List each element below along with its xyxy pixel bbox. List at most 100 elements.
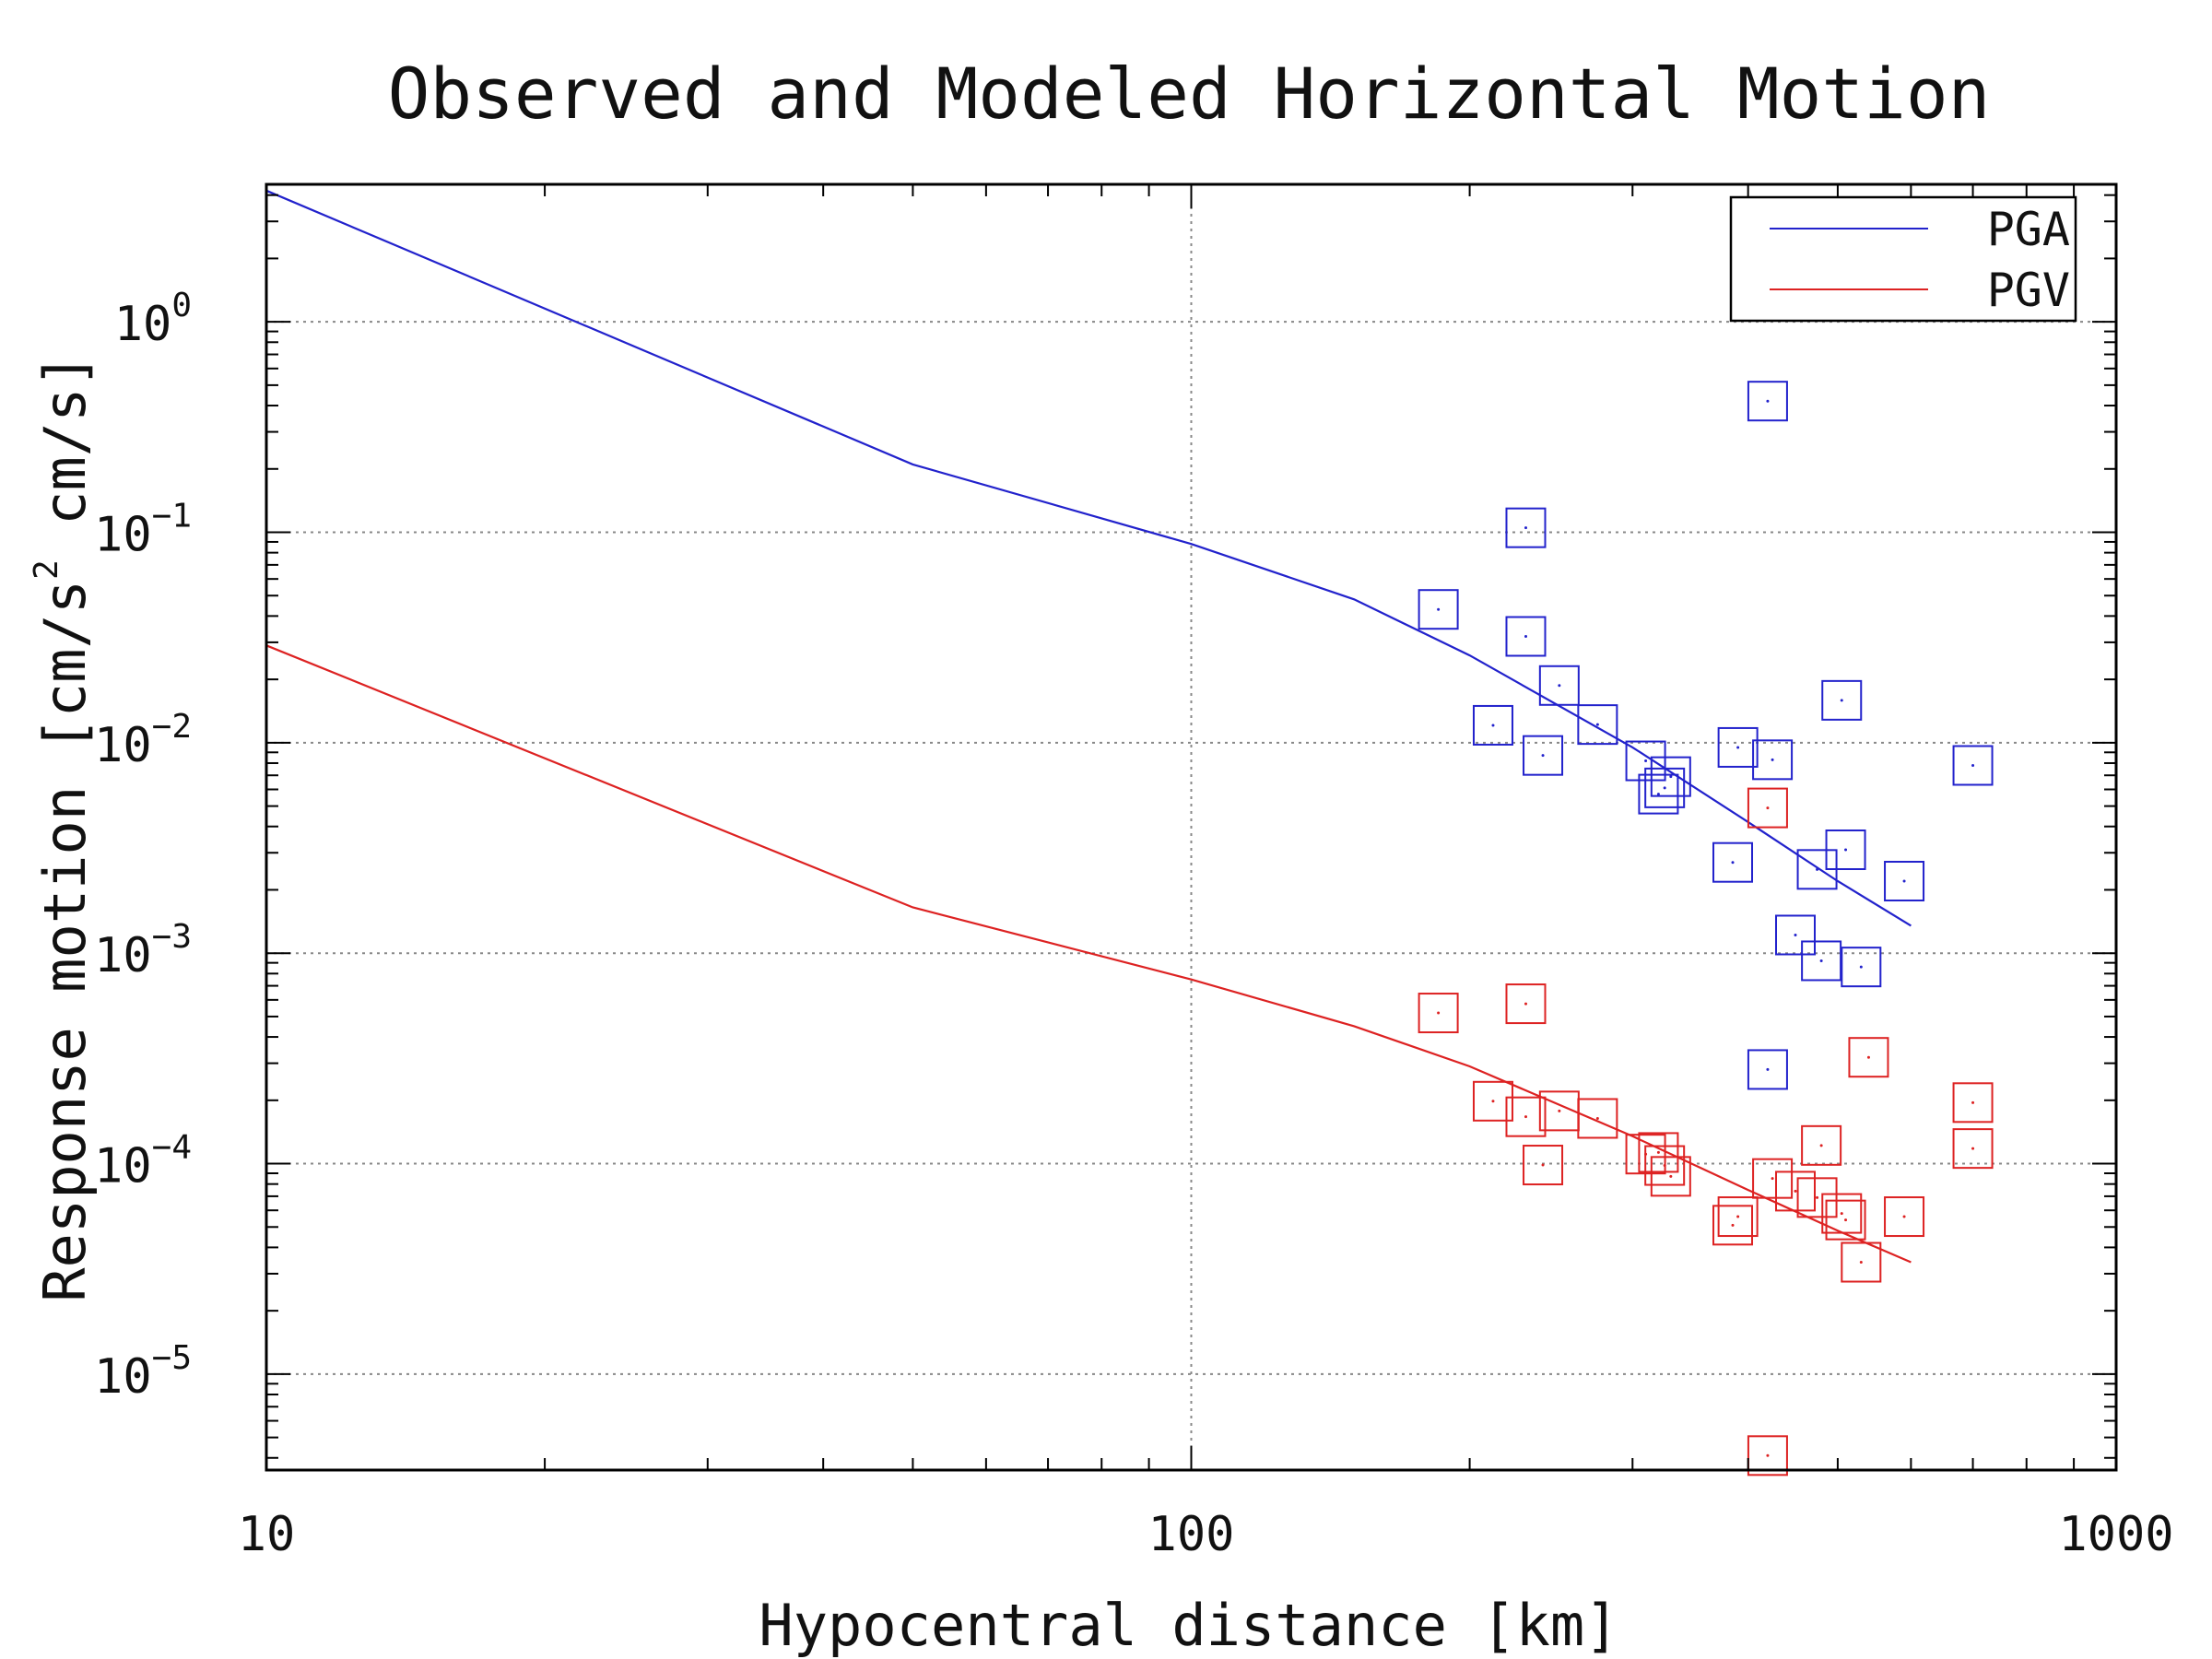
y-tick-base: 10 — [94, 928, 152, 983]
marker-square — [1538, 665, 1580, 706]
y-tick-label: 10−5 — [94, 1339, 192, 1405]
marker-square — [1747, 787, 1788, 829]
marker-pgv — [1747, 787, 1788, 829]
marker-pga — [1821, 679, 1863, 721]
marker-square — [1577, 1098, 1618, 1139]
marker-dot — [1595, 723, 1599, 726]
marker-square — [1747, 1049, 1788, 1090]
marker-dot — [1524, 526, 1527, 530]
marker-dot — [1669, 1174, 1673, 1178]
marker-square — [1505, 616, 1547, 657]
marker-square — [1841, 1241, 1882, 1283]
marker-pgv — [1472, 1080, 1513, 1122]
marker-dot — [1656, 793, 1660, 796]
marker-dot — [1971, 763, 1975, 767]
y-tick-exponent: −5 — [152, 1339, 192, 1377]
marker-pgv — [1884, 1196, 1925, 1238]
marker-pgv — [1825, 1199, 1866, 1241]
marker-dot — [1731, 1223, 1735, 1227]
marker-square — [1952, 1128, 1994, 1170]
x-tick-label: 100 — [1148, 1507, 1235, 1562]
marker-dot — [1595, 1116, 1599, 1120]
y-axis-label-main: Response motion [cm/s — [31, 580, 99, 1302]
marker-dot — [1736, 746, 1740, 749]
marker-pgv — [1650, 1156, 1691, 1197]
y-tick-label: 10−3 — [94, 918, 192, 983]
marker-pga — [1505, 507, 1547, 548]
marker-pgv — [1841, 1241, 1882, 1283]
marker-pga — [1638, 773, 1679, 815]
marker-dot — [1971, 1100, 1975, 1104]
axis-ticks — [265, 184, 2116, 1470]
marker-square — [1577, 704, 1618, 746]
y-axis-label: Response motion [cm/s2 cm/s] — [28, 353, 99, 1302]
y-axis-label-tail: cm/s] — [31, 353, 99, 559]
marker-pga — [1505, 616, 1547, 657]
marker-square — [1774, 914, 1816, 956]
marker-pgv — [1644, 1145, 1686, 1186]
marker-pga — [1644, 767, 1686, 808]
marker-dot — [1866, 1055, 1870, 1059]
marker-square — [1821, 1193, 1863, 1234]
marker-square — [1505, 1096, 1547, 1137]
marker-pgv — [1717, 1196, 1759, 1238]
marker-square — [1472, 704, 1513, 746]
marker-pgv — [1752, 1158, 1794, 1199]
marker-square — [1796, 1177, 1838, 1218]
marker-pgv — [1418, 993, 1459, 1034]
marker-square — [1801, 940, 1842, 982]
marker-dot — [1794, 933, 1797, 936]
model-line-pga — [265, 189, 1912, 927]
marker-square — [1717, 726, 1759, 768]
marker-pga — [1747, 1049, 1788, 1090]
marker-square — [1752, 739, 1794, 781]
y-tick-exponent: −4 — [152, 1129, 192, 1167]
marker-square — [1747, 1435, 1788, 1477]
marker-pga — [1418, 589, 1459, 630]
marker-dot — [1644, 759, 1648, 763]
marker-square — [1638, 1132, 1679, 1173]
marker-dot — [1840, 699, 1843, 702]
y-tick-base: 10 — [114, 297, 172, 352]
marker-dot — [1766, 399, 1770, 403]
marker-square — [1644, 767, 1686, 808]
y-tick-exponent: −2 — [152, 708, 192, 746]
x-tick-label: 1000 — [2058, 1507, 2173, 1562]
observed-markers — [1418, 381, 1994, 1477]
marker-pga — [1538, 665, 1580, 706]
marker-dot — [1902, 879, 1906, 883]
y-tick-base: 10 — [94, 718, 152, 773]
y-tick-exponent: −1 — [152, 498, 192, 535]
marker-square — [1952, 1082, 1994, 1124]
marker-square — [1752, 1158, 1794, 1199]
marker-dot — [1541, 754, 1545, 758]
chart-title: Observed and Modeled Horizontal Motion — [388, 53, 1991, 135]
marker-dot — [1902, 1215, 1906, 1218]
marker-pgv — [1801, 1124, 1842, 1166]
marker-square — [1644, 1145, 1686, 1186]
marker-dot — [1840, 1212, 1843, 1216]
y-tick-label: 100 — [114, 287, 192, 352]
marker-dot — [1736, 1215, 1740, 1218]
marker-pgv — [1577, 1098, 1618, 1139]
marker-dot — [1771, 1177, 1774, 1181]
marker-square — [1418, 589, 1459, 630]
marker-dot — [1816, 867, 1819, 871]
marker-dot — [1558, 1109, 1561, 1112]
marker-square — [1821, 679, 1863, 721]
marker-pga — [1472, 704, 1513, 746]
marker-pgv — [1747, 1435, 1788, 1477]
marker-square — [1884, 1196, 1925, 1238]
marker-pga — [1712, 841, 1754, 883]
marker-pga — [1801, 940, 1842, 982]
marker-square — [1472, 1080, 1513, 1122]
marker-pgv — [1523, 1145, 1564, 1186]
marker-dot — [1558, 684, 1561, 688]
marker-dot — [1844, 848, 1848, 852]
marker-dot — [1766, 806, 1770, 810]
y-tick-base: 10 — [94, 508, 152, 563]
y-tick-base: 10 — [94, 1139, 152, 1194]
marker-dot — [1437, 1011, 1441, 1015]
